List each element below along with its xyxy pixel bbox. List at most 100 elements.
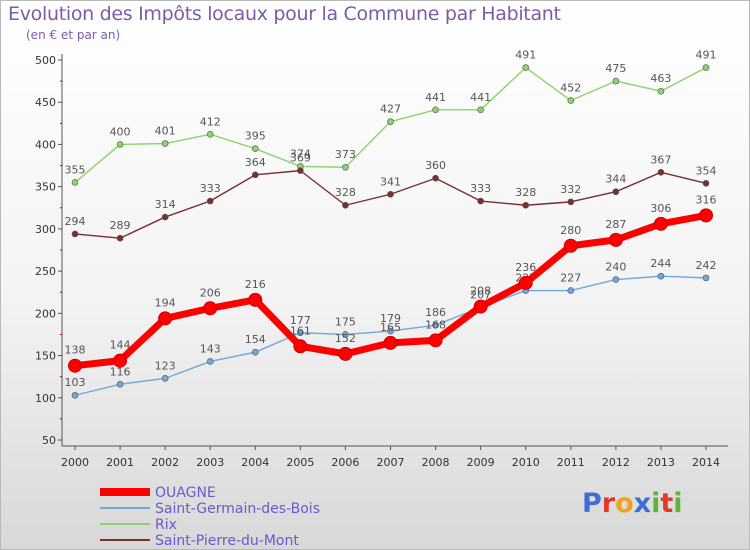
data-point <box>432 321 439 329</box>
data-point <box>342 331 349 338</box>
data-label: 236 <box>515 261 536 274</box>
y-tick-label: 400 <box>35 138 56 151</box>
data-point <box>68 358 82 373</box>
x-tick-label: 2013 <box>647 456 675 469</box>
proxiti-logo: Proxiti <box>582 488 683 519</box>
data-point <box>158 311 173 326</box>
data-label: 242 <box>696 259 717 272</box>
data-point <box>473 299 488 314</box>
data-label: 367 <box>650 153 671 166</box>
data-label: 452 <box>560 82 581 95</box>
x-tick-label: 2002 <box>151 456 179 469</box>
y-tick-label: 150 <box>35 350 56 363</box>
data-label: 227 <box>560 272 581 285</box>
data-point <box>518 275 533 290</box>
data-label: 186 <box>425 306 446 319</box>
y-tick-label: 450 <box>35 96 56 109</box>
data-label: 364 <box>245 156 266 169</box>
data-point <box>567 287 575 294</box>
data-point <box>657 87 665 95</box>
x-tick-label: 2000 <box>61 456 89 469</box>
logo-letter: r <box>601 488 616 519</box>
data-label: 194 <box>155 296 176 309</box>
x-tick-label: 2003 <box>196 456 224 469</box>
data-point <box>612 188 620 196</box>
data-label: 328 <box>335 186 356 199</box>
x-tick-label: 2006 <box>331 456 359 469</box>
x-tick-label: 2011 <box>557 456 585 469</box>
data-label: 341 <box>380 175 401 188</box>
data-point <box>522 64 530 71</box>
legend-label: Saint-Pierre-du-Mont <box>155 533 299 549</box>
data-point <box>612 77 620 85</box>
data-point <box>387 118 394 125</box>
x-tick-label: 2008 <box>422 456 450 469</box>
logo-letter: x <box>633 488 652 519</box>
data-point <box>702 64 710 71</box>
data-label: 294 <box>65 215 86 228</box>
y-tick-label: 250 <box>35 265 56 278</box>
data-point <box>699 208 713 223</box>
data-label: 355 <box>65 163 86 176</box>
data-point <box>522 201 530 209</box>
data-point <box>567 198 575 206</box>
data-label: 427 <box>380 103 401 116</box>
x-tick-label: 2005 <box>286 456 314 469</box>
data-point <box>563 238 578 253</box>
data-point <box>297 329 304 337</box>
data-point <box>297 167 304 174</box>
data-label: 207 <box>470 288 491 301</box>
data-point <box>248 292 263 307</box>
data-point <box>657 272 665 280</box>
data-point <box>342 201 349 209</box>
data-label: 328 <box>515 186 536 199</box>
data-point <box>161 213 169 221</box>
data-point <box>251 171 259 179</box>
data-label: 332 <box>560 183 581 196</box>
data-label: 463 <box>650 72 671 85</box>
data-point <box>116 141 124 148</box>
data-label: 289 <box>110 219 131 232</box>
data-point <box>203 301 218 316</box>
data-point <box>161 375 169 382</box>
data-label: 333 <box>470 182 491 195</box>
data-label: 491 <box>696 49 717 62</box>
data-point <box>387 327 394 335</box>
data-point <box>657 169 665 176</box>
data-label: 240 <box>605 261 626 274</box>
y-tick-label: 350 <box>35 181 56 194</box>
data-point <box>206 197 214 205</box>
data-point <box>293 339 308 354</box>
data-label: 165 <box>380 321 401 334</box>
data-label: 161 <box>290 324 311 337</box>
x-tick-label: 2004 <box>241 456 269 469</box>
series-saint-germain-des-bois: 1031161231431541771751791862072272272402… <box>65 257 717 399</box>
data-label: 280 <box>560 224 581 237</box>
x-tick-label: 2014 <box>692 456 720 469</box>
legend-label: Saint-Germain-des-Bois <box>155 501 320 517</box>
data-label: 206 <box>200 286 221 299</box>
data-point <box>161 140 169 147</box>
data-point <box>612 276 620 283</box>
data-label: 333 <box>200 182 221 195</box>
data-point <box>477 106 484 114</box>
x-tick-label: 2001 <box>106 456 134 469</box>
data-point <box>432 174 439 182</box>
logo-letter: i <box>673 488 683 519</box>
data-point <box>432 106 439 114</box>
legend-label: OUAGNE <box>155 485 216 501</box>
data-label: 400 <box>110 125 131 138</box>
logo-letter: o <box>615 488 634 519</box>
data-point <box>116 380 124 388</box>
data-point <box>251 348 259 356</box>
data-label: 208 <box>470 285 491 298</box>
data-label: 143 <box>200 342 221 355</box>
logo-letter: P <box>582 488 602 519</box>
data-point <box>702 274 710 282</box>
data-point <box>338 346 353 361</box>
legend-label: Rix <box>155 517 177 533</box>
series-line <box>74 275 707 396</box>
data-label: 138 <box>65 344 86 357</box>
data-label: 103 <box>65 376 86 389</box>
